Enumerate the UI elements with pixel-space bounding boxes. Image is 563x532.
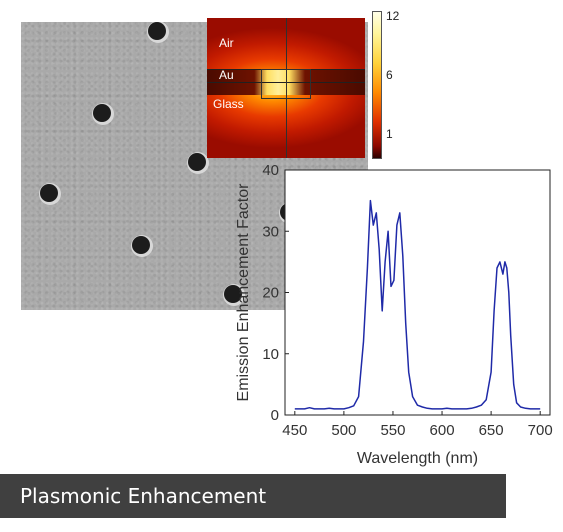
au-label: Au — [219, 68, 234, 82]
colorbar-tick-min: 1 — [386, 127, 393, 141]
nanohole — [188, 153, 206, 171]
y-tick-label: 40 — [262, 162, 279, 179]
glass-label: Glass — [213, 97, 244, 111]
air-label: Air — [219, 36, 234, 50]
emission-chart: 450 500 550 600 650 700 0 10 20 30 40 Wavelength (n… — [230, 160, 560, 480]
caption-bar: Plasmonic Enhancement — [0, 474, 506, 518]
x-axis-label: Wavelength (nm) — [357, 450, 478, 467]
colorbar — [372, 11, 382, 159]
y-tick-label: 10 — [262, 346, 279, 363]
emission-chart-svg: 450 500 550 600 650 700 0 10 20 30 40 Wavelength (n… — [230, 160, 560, 480]
nanohole — [93, 104, 111, 122]
y-tick-label: 0 — [271, 407, 279, 424]
field-map-inset: Air Au Glass — [207, 18, 365, 158]
colorbar-tick-mid: 6 — [386, 68, 393, 82]
x-tick-label: 650 — [479, 422, 504, 439]
x-tick-label: 500 — [331, 422, 356, 439]
y-tick-label: 20 — [262, 285, 279, 302]
y-tick-label: 30 — [262, 223, 279, 240]
y-axis-label: Emission Enhancement Factor — [235, 183, 252, 402]
x-tick-label: 450 — [282, 422, 307, 439]
x-tick-label: 600 — [430, 422, 455, 439]
plot-frame — [285, 170, 550, 415]
nanohole-outline — [261, 69, 311, 99]
x-tick-label: 550 — [380, 422, 405, 439]
nanohole — [40, 184, 58, 202]
nanohole — [148, 22, 166, 40]
nanohole — [132, 236, 150, 254]
x-tick-label: 700 — [528, 422, 553, 439]
colorbar-tick-max: 12 — [386, 9, 399, 23]
